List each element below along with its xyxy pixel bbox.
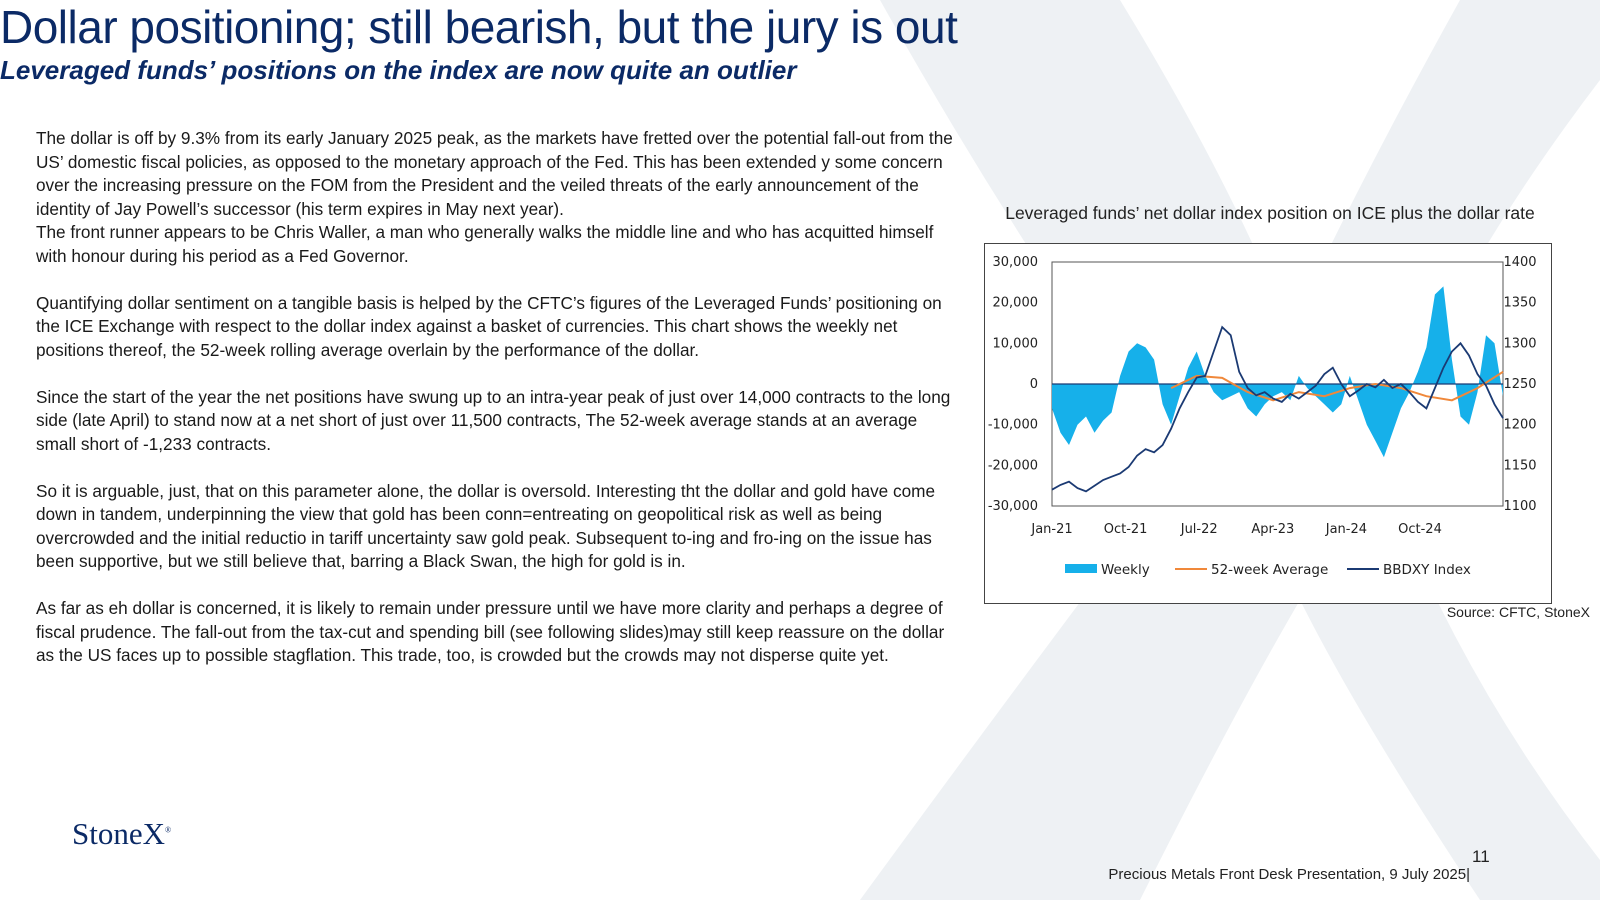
- x-tick-label: Jan-21: [1030, 522, 1072, 537]
- chart-container: 30,000 20,000 10,000 0 -10,000 -20,000 -30,000…: [984, 243, 1552, 604]
- logo-text: StoneX: [72, 816, 165, 851]
- y-left-tick-label: -30,000: [988, 499, 1038, 514]
- y-right-tick-label: 1300: [1503, 336, 1536, 351]
- y-right-tick-label: 1250: [1503, 377, 1536, 392]
- x-tick-label: Oct-24: [1398, 522, 1442, 537]
- footer-text: Precious Metals Front Desk Presentation,…: [1108, 866, 1470, 883]
- paragraph: Quantifying dollar sentiment on a tangib…: [36, 292, 942, 360]
- logo-mark: ®: [165, 825, 172, 835]
- y-left-tick-label: 0: [1030, 377, 1038, 392]
- y-left-tick-label: 30,000: [993, 255, 1039, 270]
- chart-svg: 30,000 20,000 10,000 0 -10,000 -20,000 -30,000…: [988, 255, 1537, 578]
- y-right-tick-label: 1200: [1503, 418, 1536, 433]
- legend-label: 52-week Average: [1211, 562, 1328, 578]
- legend-label: BBDXY Index: [1383, 562, 1471, 578]
- paragraph: Since the start of the year the net posi…: [36, 386, 951, 454]
- source-note: Source: CFTC, StoneX: [1446, 604, 1590, 620]
- x-tick-label: Jan-24: [1325, 522, 1367, 537]
- y-left-tick-label: 20,000: [993, 296, 1039, 311]
- chart-title: Leveraged funds’ net dollar index positi…: [1005, 203, 1535, 223]
- y-right-tick-label: 1400: [1503, 255, 1536, 270]
- y-right-tick-label: 1100: [1503, 499, 1536, 514]
- stonex-logo: StoneX®: [72, 816, 171, 852]
- y-left-tick-label: 10,000: [993, 336, 1039, 351]
- page-subtitle: Leveraged funds’ positions on the index …: [0, 55, 797, 85]
- series-weekly-area: [1052, 286, 1503, 458]
- x-tick-label: Jul-22: [1180, 522, 1218, 537]
- legend-label: Weekly: [1101, 562, 1150, 578]
- y-left-tick-label: -20,000: [988, 458, 1038, 473]
- paragraph: The dollar is off by 9.3% from its early…: [36, 128, 953, 266]
- paragraph: So it is arguable, just, that on this pa…: [36, 480, 936, 572]
- page-title: Dollar positioning; still bearish, but t…: [0, 1, 958, 53]
- y-right-tick-label: 1150: [1503, 458, 1536, 473]
- series-bbdxy-index-line: [1051, 325, 1504, 493]
- body-text: The dollar is off by 9.3% from its early…: [36, 127, 956, 691]
- y-right-tick-label: 1350: [1503, 296, 1536, 311]
- paragraph: As far as eh dollar is concerned, it is …: [36, 598, 945, 665]
- page-number: 11: [1472, 847, 1490, 866]
- series-52-week-average-line: [1170, 370, 1504, 402]
- y-left-tick-label: -10,000: [988, 418, 1038, 433]
- x-tick-label: Apr-23: [1251, 522, 1294, 537]
- x-tick-label: Oct-21: [1104, 522, 1148, 537]
- legend-swatch: [1065, 564, 1097, 573]
